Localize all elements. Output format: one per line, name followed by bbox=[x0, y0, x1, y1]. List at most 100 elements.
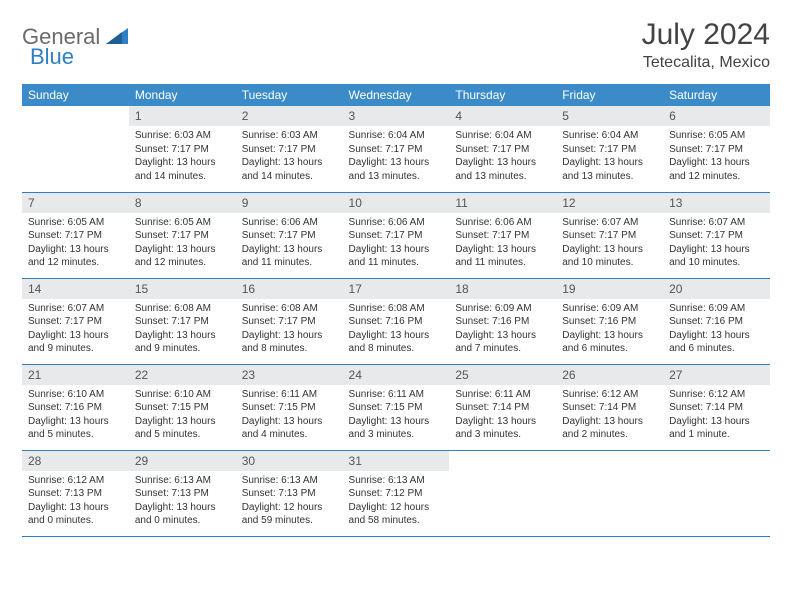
calendar-cell: 4Sunrise: 6:04 AMSunset: 7:17 PMDaylight… bbox=[449, 106, 556, 192]
sunset-text: Sunset: 7:17 PM bbox=[349, 229, 444, 243]
sunrise-text: Sunrise: 6:07 AM bbox=[28, 302, 123, 316]
sunrise-text: Sunrise: 6:04 AM bbox=[455, 129, 550, 143]
day-content: Sunrise: 6:08 AMSunset: 7:17 PMDaylight:… bbox=[129, 299, 236, 361]
calendar-cell: 24Sunrise: 6:11 AMSunset: 7:15 PMDayligh… bbox=[343, 364, 450, 450]
sunset-text: Sunset: 7:16 PM bbox=[455, 315, 550, 329]
month-title: July 2024 bbox=[642, 18, 770, 52]
title-block: July 2024 Tetecalita, Mexico bbox=[642, 18, 770, 72]
calendar-cell: 30Sunrise: 6:13 AMSunset: 7:13 PMDayligh… bbox=[236, 450, 343, 536]
sunrise-text: Sunrise: 6:13 AM bbox=[242, 474, 337, 488]
daylight-text: Daylight: 12 hours and 58 minutes. bbox=[349, 501, 444, 528]
daylight-text: Daylight: 13 hours and 8 minutes. bbox=[349, 329, 444, 356]
daylight-text: Daylight: 13 hours and 2 minutes. bbox=[562, 415, 657, 442]
calendar-cell: 23Sunrise: 6:11 AMSunset: 7:15 PMDayligh… bbox=[236, 364, 343, 450]
daylight-text: Daylight: 13 hours and 10 minutes. bbox=[562, 243, 657, 270]
calendar-cell bbox=[22, 106, 129, 192]
weekday-header-row: Sunday Monday Tuesday Wednesday Thursday… bbox=[22, 84, 770, 106]
day-content: Sunrise: 6:12 AMSunset: 7:14 PMDaylight:… bbox=[663, 385, 770, 447]
sunset-text: Sunset: 7:17 PM bbox=[669, 229, 764, 243]
sunrise-text: Sunrise: 6:03 AM bbox=[135, 129, 230, 143]
sunset-text: Sunset: 7:13 PM bbox=[135, 487, 230, 501]
day-content: Sunrise: 6:07 AMSunset: 7:17 PMDaylight:… bbox=[22, 299, 129, 361]
daylight-text: Daylight: 13 hours and 6 minutes. bbox=[562, 329, 657, 356]
calendar-cell: 1Sunrise: 6:03 AMSunset: 7:17 PMDaylight… bbox=[129, 106, 236, 192]
calendar-cell: 3Sunrise: 6:04 AMSunset: 7:17 PMDaylight… bbox=[343, 106, 450, 192]
sunrise-text: Sunrise: 6:09 AM bbox=[455, 302, 550, 316]
day-number: 5 bbox=[556, 106, 663, 126]
sunrise-text: Sunrise: 6:09 AM bbox=[669, 302, 764, 316]
sunset-text: Sunset: 7:16 PM bbox=[669, 315, 764, 329]
day-content: Sunrise: 6:13 AMSunset: 7:13 PMDaylight:… bbox=[129, 471, 236, 533]
sunset-text: Sunset: 7:15 PM bbox=[242, 401, 337, 415]
logo-text-blue: Blue bbox=[30, 44, 74, 69]
day-number: 3 bbox=[343, 106, 450, 126]
day-number: 28 bbox=[22, 451, 129, 471]
day-content: Sunrise: 6:05 AMSunset: 7:17 PMDaylight:… bbox=[663, 126, 770, 188]
day-number: 27 bbox=[663, 365, 770, 385]
day-number: 31 bbox=[343, 451, 450, 471]
day-number: 2 bbox=[236, 106, 343, 126]
daylight-text: Daylight: 13 hours and 3 minutes. bbox=[349, 415, 444, 442]
day-content: Sunrise: 6:08 AMSunset: 7:17 PMDaylight:… bbox=[236, 299, 343, 361]
sunset-text: Sunset: 7:17 PM bbox=[242, 315, 337, 329]
daylight-text: Daylight: 13 hours and 8 minutes. bbox=[242, 329, 337, 356]
calendar-cell: 26Sunrise: 6:12 AMSunset: 7:14 PMDayligh… bbox=[556, 364, 663, 450]
day-number: 4 bbox=[449, 106, 556, 126]
sunset-text: Sunset: 7:17 PM bbox=[28, 229, 123, 243]
calendar-cell: 15Sunrise: 6:08 AMSunset: 7:17 PMDayligh… bbox=[129, 278, 236, 364]
weekday-header: Saturday bbox=[663, 84, 770, 106]
sunrise-text: Sunrise: 6:08 AM bbox=[242, 302, 337, 316]
daylight-text: Daylight: 13 hours and 12 minutes. bbox=[28, 243, 123, 270]
sunrise-text: Sunrise: 6:05 AM bbox=[28, 216, 123, 230]
daylight-text: Daylight: 13 hours and 4 minutes. bbox=[242, 415, 337, 442]
calendar-cell: 8Sunrise: 6:05 AMSunset: 7:17 PMDaylight… bbox=[129, 192, 236, 278]
calendar-cell: 2Sunrise: 6:03 AMSunset: 7:17 PMDaylight… bbox=[236, 106, 343, 192]
calendar-cell bbox=[449, 450, 556, 536]
calendar-cell: 29Sunrise: 6:13 AMSunset: 7:13 PMDayligh… bbox=[129, 450, 236, 536]
calendar-week-row: 1Sunrise: 6:03 AMSunset: 7:17 PMDaylight… bbox=[22, 106, 770, 192]
calendar-cell: 18Sunrise: 6:09 AMSunset: 7:16 PMDayligh… bbox=[449, 278, 556, 364]
day-content: Sunrise: 6:11 AMSunset: 7:14 PMDaylight:… bbox=[449, 385, 556, 447]
sunset-text: Sunset: 7:13 PM bbox=[28, 487, 123, 501]
day-content: Sunrise: 6:11 AMSunset: 7:15 PMDaylight:… bbox=[236, 385, 343, 447]
calendar-cell: 16Sunrise: 6:08 AMSunset: 7:17 PMDayligh… bbox=[236, 278, 343, 364]
day-number: 11 bbox=[449, 193, 556, 213]
day-content: Sunrise: 6:06 AMSunset: 7:17 PMDaylight:… bbox=[236, 213, 343, 275]
weekday-header: Monday bbox=[129, 84, 236, 106]
sunset-text: Sunset: 7:17 PM bbox=[135, 315, 230, 329]
day-content: Sunrise: 6:10 AMSunset: 7:16 PMDaylight:… bbox=[22, 385, 129, 447]
day-number: 17 bbox=[343, 279, 450, 299]
day-content: Sunrise: 6:10 AMSunset: 7:15 PMDaylight:… bbox=[129, 385, 236, 447]
daylight-text: Daylight: 13 hours and 6 minutes. bbox=[669, 329, 764, 356]
calendar-cell: 7 Sunrise: 6:05 AMSunset: 7:17 PMDaylight… bbox=[22, 192, 129, 278]
calendar-cell: 25Sunrise: 6:11 AMSunset: 7:14 PMDayligh… bbox=[449, 364, 556, 450]
sunset-text: Sunset: 7:13 PM bbox=[242, 487, 337, 501]
day-content: Sunrise: 6:06 AMSunset: 7:17 PMDaylight:… bbox=[449, 213, 556, 275]
day-number: 9 bbox=[236, 193, 343, 213]
calendar-cell: 20Sunrise: 6:09 AMSunset: 7:16 PMDayligh… bbox=[663, 278, 770, 364]
day-number: 12 bbox=[556, 193, 663, 213]
day-number: 13 bbox=[663, 193, 770, 213]
calendar-week-row: 28Sunrise: 6:12 AMSunset: 7:13 PMDayligh… bbox=[22, 450, 770, 536]
sunrise-text: Sunrise: 6:11 AM bbox=[349, 388, 444, 402]
calendar-cell: 28Sunrise: 6:12 AMSunset: 7:13 PMDayligh… bbox=[22, 450, 129, 536]
calendar-week-row: 14Sunrise: 6:07 AMSunset: 7:17 PMDayligh… bbox=[22, 278, 770, 364]
day-number: 25 bbox=[449, 365, 556, 385]
sunrise-text: Sunrise: 6:05 AM bbox=[135, 216, 230, 230]
sunset-text: Sunset: 7:14 PM bbox=[562, 401, 657, 415]
header: General July 2024 Tetecalita, Mexico bbox=[22, 18, 770, 72]
sunset-text: Sunset: 7:15 PM bbox=[135, 401, 230, 415]
sunrise-text: Sunrise: 6:11 AM bbox=[242, 388, 337, 402]
day-number: 21 bbox=[22, 365, 129, 385]
calendar-cell: 19Sunrise: 6:09 AMSunset: 7:16 PMDayligh… bbox=[556, 278, 663, 364]
daylight-text: Daylight: 13 hours and 7 minutes. bbox=[455, 329, 550, 356]
day-number: 10 bbox=[343, 193, 450, 213]
day-number: 15 bbox=[129, 279, 236, 299]
day-content: Sunrise: 6:03 AMSunset: 7:17 PMDaylight:… bbox=[236, 126, 343, 188]
sunrise-text: Sunrise: 6:13 AM bbox=[135, 474, 230, 488]
daylight-text: Daylight: 13 hours and 11 minutes. bbox=[349, 243, 444, 270]
daylight-text: Daylight: 13 hours and 13 minutes. bbox=[349, 156, 444, 183]
sunset-text: Sunset: 7:17 PM bbox=[562, 143, 657, 157]
day-number: 7 bbox=[22, 193, 129, 213]
day-content: Sunrise: 6:07 AMSunset: 7:17 PMDaylight:… bbox=[556, 213, 663, 275]
